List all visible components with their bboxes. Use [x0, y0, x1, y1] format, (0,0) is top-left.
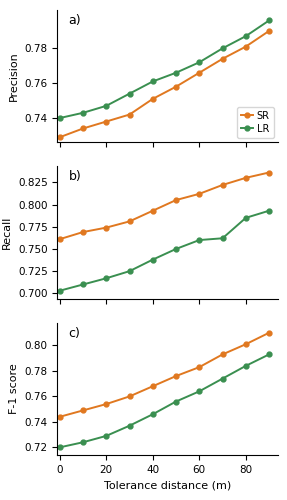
SR [128, 218, 131, 224]
Line: LR: LR [57, 208, 272, 293]
LR [81, 440, 85, 446]
LR [58, 288, 61, 294]
SR [81, 229, 85, 235]
LR [174, 246, 178, 252]
LR [221, 376, 224, 382]
SR [128, 112, 131, 117]
SR [174, 373, 178, 379]
LR [58, 115, 61, 121]
SR [267, 170, 271, 175]
SR [221, 182, 224, 188]
SR [174, 197, 178, 203]
LR [58, 444, 61, 450]
Legend: SR, LR: SR, LR [237, 107, 274, 138]
LR [174, 70, 178, 75]
LR [151, 256, 154, 262]
LR [151, 411, 154, 417]
LR [267, 352, 271, 358]
LR [128, 90, 131, 96]
Line: SR: SR [57, 28, 272, 140]
LR [81, 282, 85, 288]
SR [197, 191, 201, 197]
LR [267, 208, 271, 214]
SR [221, 56, 224, 62]
Text: b): b) [68, 170, 81, 183]
SR [58, 236, 61, 242]
LR [244, 215, 248, 221]
SR [197, 70, 201, 75]
Line: SR: SR [57, 170, 272, 242]
Line: LR: LR [57, 352, 272, 450]
SR [174, 84, 178, 89]
LR [267, 18, 271, 24]
LR [244, 363, 248, 369]
LR [104, 276, 108, 281]
LR [221, 46, 224, 52]
X-axis label: Tolerance distance (m): Tolerance distance (m) [104, 480, 232, 490]
Y-axis label: Recall: Recall [2, 216, 12, 249]
Line: LR: LR [57, 18, 272, 120]
LR [197, 388, 201, 394]
LR [197, 60, 201, 66]
SR [221, 352, 224, 358]
Text: a): a) [68, 14, 81, 27]
SR [151, 208, 154, 214]
LR [128, 422, 131, 428]
LR [104, 433, 108, 439]
SR [104, 118, 108, 124]
SR [197, 364, 201, 370]
SR [151, 383, 154, 389]
SR [81, 126, 85, 132]
LR [104, 103, 108, 109]
SR [81, 408, 85, 414]
SR [128, 394, 131, 400]
Line: SR: SR [57, 330, 272, 419]
SR [58, 414, 61, 420]
LR [197, 237, 201, 243]
LR [221, 236, 224, 242]
Y-axis label: F-1 score: F-1 score [9, 364, 19, 414]
SR [267, 330, 271, 336]
SR [244, 341, 248, 347]
SR [58, 134, 61, 140]
SR [244, 175, 248, 181]
LR [151, 78, 154, 84]
SR [151, 96, 154, 102]
Y-axis label: Precision: Precision [9, 52, 19, 101]
SR [104, 224, 108, 230]
SR [104, 401, 108, 407]
LR [128, 268, 131, 274]
Text: c): c) [68, 326, 80, 340]
LR [81, 110, 85, 116]
SR [267, 28, 271, 34]
SR [244, 44, 248, 50]
LR [244, 33, 248, 39]
LR [174, 398, 178, 404]
